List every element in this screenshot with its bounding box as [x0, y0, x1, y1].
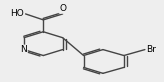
Text: O: O: [59, 4, 66, 13]
Text: N: N: [21, 45, 27, 54]
Text: Br: Br: [146, 45, 156, 54]
Text: HO: HO: [10, 9, 24, 18]
